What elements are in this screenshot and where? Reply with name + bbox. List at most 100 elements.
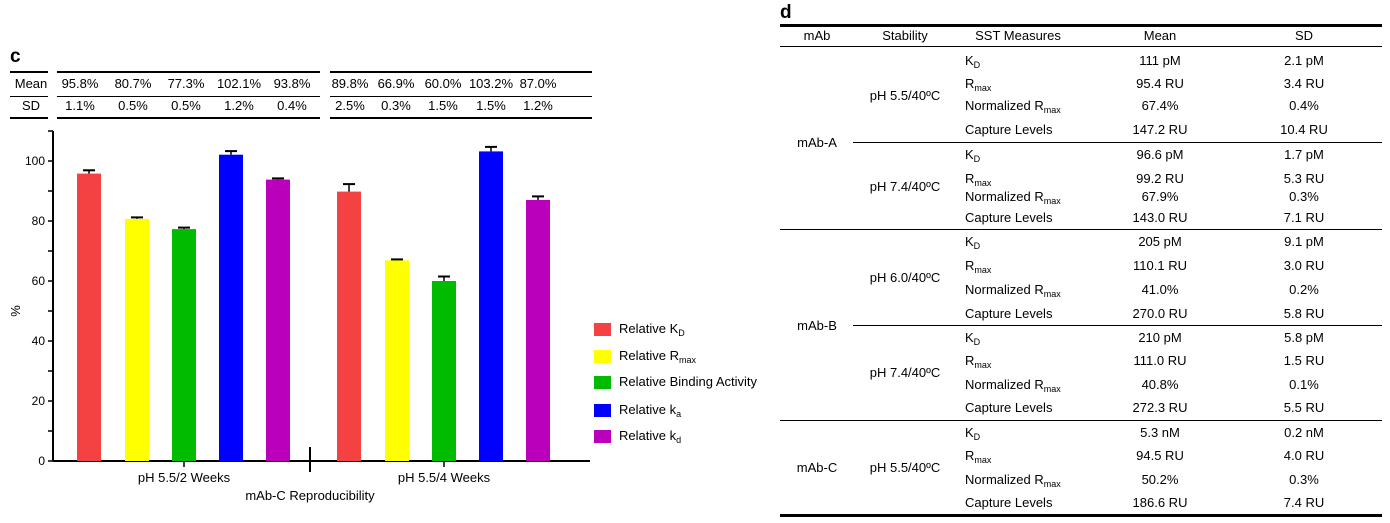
- measure-subscript: max: [974, 178, 992, 188]
- rule-line: [57, 71, 320, 73]
- measure-name: R: [965, 171, 975, 186]
- measure-name: K: [965, 53, 974, 68]
- stats-sd-value: 1.2%: [523, 98, 553, 113]
- mab-name: mAb-B: [797, 318, 837, 333]
- sst-measure: Capture Levels: [965, 306, 1052, 321]
- stats-mean-value: 102.1%: [216, 76, 262, 91]
- legend-label: Relative k: [619, 402, 677, 417]
- measure-name: K: [965, 234, 974, 249]
- rule-line: [57, 96, 320, 97]
- rule-line: [10, 71, 48, 73]
- column-header: SD: [1294, 28, 1314, 43]
- legend-item: Relative KD: [619, 321, 685, 338]
- measure-name: K: [965, 425, 974, 440]
- sst-measure: Normalized Rmax: [965, 98, 1061, 115]
- legend-swatch: [594, 323, 611, 336]
- mean-value: 270.0 RU: [1132, 306, 1188, 321]
- sst-measure: Capture Levels: [965, 495, 1052, 510]
- stats-mean-value: 80.7%: [114, 76, 152, 91]
- rule-line: [10, 117, 48, 119]
- measure-subscript: max: [1043, 479, 1061, 489]
- table-bottom-rule: [780, 514, 1382, 517]
- measure-name: Normalized R: [965, 98, 1044, 113]
- mean-value: 67.4%: [1141, 98, 1179, 113]
- mean-value: 5.3 nM: [1140, 425, 1180, 440]
- rule-line: [330, 117, 592, 119]
- sst-measure: Capture Levels: [965, 210, 1052, 225]
- legend-label: Relative k: [619, 428, 677, 443]
- bar-chart: 0 20 40 60 80 100% pH 5.5/2 Weeks pH 5.5/4 Week…: [8, 130, 590, 503]
- rule-line: [330, 96, 592, 97]
- x-tick-label: pH 5.5/2 Weeks: [138, 470, 231, 485]
- legend-label-subscript: a: [676, 409, 682, 419]
- stats-mean-value: 103.2%: [468, 76, 514, 91]
- measure-subscript: D: [973, 241, 981, 251]
- sst-measure: KD: [965, 425, 980, 442]
- stats-mean-value: 66.9%: [377, 76, 415, 91]
- sd-value: 9.1 pM: [1284, 234, 1324, 249]
- stats-sd-value: 1.5%: [476, 98, 506, 113]
- y-tick-label: 0: [38, 454, 45, 468]
- sst-measure: KD: [965, 147, 980, 164]
- condition-divider: [853, 325, 1382, 326]
- bar: [125, 218, 149, 461]
- sst-measure: Normalized Rmax: [965, 189, 1061, 206]
- group-divider: [780, 229, 1382, 230]
- x-axis-label: mAb-C Reproducibility: [245, 488, 375, 503]
- legend-label: Relative K: [619, 321, 679, 336]
- sd-value: 7.1 RU: [1283, 210, 1325, 225]
- mean-value: 205 pM: [1138, 234, 1182, 249]
- sd-value: 5.8 pM: [1284, 330, 1324, 345]
- bar: [526, 200, 550, 461]
- y-tick-label: 100: [25, 154, 45, 168]
- sd-value: 10.4 RU: [1280, 122, 1328, 137]
- stats-sd-value: 2.5%: [335, 98, 365, 113]
- sd-value: 0.1%: [1289, 377, 1319, 392]
- measure-subscript: D: [973, 154, 981, 164]
- mean-value: 147.2 RU: [1132, 122, 1188, 137]
- stats-sd-value: 1.1%: [65, 98, 95, 113]
- bar: [479, 151, 503, 461]
- measure-name: Capture Levels: [965, 122, 1053, 137]
- column-header: Mean: [1143, 28, 1177, 43]
- sd-value: 0.2 nM: [1284, 425, 1324, 440]
- measure-name: Capture Levels: [965, 400, 1053, 415]
- mean-value: 110.1 RU: [1133, 258, 1187, 273]
- mean-value: 186.6 RU: [1132, 495, 1188, 510]
- mab-name: mAb-A: [797, 134, 837, 150]
- stability-condition: pH 5.5/40ºC: [869, 460, 941, 475]
- mean-value: 94.5 RU: [1136, 448, 1184, 463]
- measure-name: R: [965, 353, 975, 368]
- sst-measure: Rmax: [965, 258, 991, 275]
- bar: [385, 260, 409, 461]
- sst-measure: KD: [965, 330, 980, 347]
- measure-subscript: D: [973, 337, 981, 347]
- sst-measure: Rmax: [965, 171, 991, 188]
- measure-subscript: max: [974, 455, 992, 465]
- legend-swatch: [594, 350, 611, 363]
- measure-name: Capture Levels: [965, 210, 1053, 225]
- sst-measure: Rmax: [965, 76, 991, 93]
- stats-sd-value: 0.5%: [171, 98, 201, 113]
- rule-line: [330, 71, 592, 73]
- sst-measure: Capture Levels: [965, 400, 1052, 415]
- mean-value: 96.6 pM: [1136, 147, 1184, 162]
- bar: [219, 154, 243, 461]
- measure-name: Normalized R: [965, 377, 1044, 392]
- mean-value: 67.9%: [1141, 189, 1179, 204]
- legend-label-subscript: d: [676, 435, 682, 445]
- mab-name: mAb-C: [796, 460, 838, 475]
- measure-subscript: D: [973, 60, 981, 70]
- y-tick-label: 40: [32, 334, 46, 348]
- column-header: mAb: [803, 28, 831, 43]
- mean-value: 50.2%: [1141, 472, 1179, 487]
- sst-measure: KD: [965, 234, 980, 251]
- column-header: SST Measures: [975, 28, 1061, 43]
- bar: [77, 173, 101, 461]
- y-tick-label: 20: [32, 394, 46, 408]
- sst-measure: Normalized Rmax: [965, 377, 1061, 394]
- measure-name: R: [965, 258, 975, 273]
- sd-value: 7.4 RU: [1283, 495, 1325, 510]
- condition-divider: [853, 141, 1382, 143]
- bar: [337, 191, 361, 461]
